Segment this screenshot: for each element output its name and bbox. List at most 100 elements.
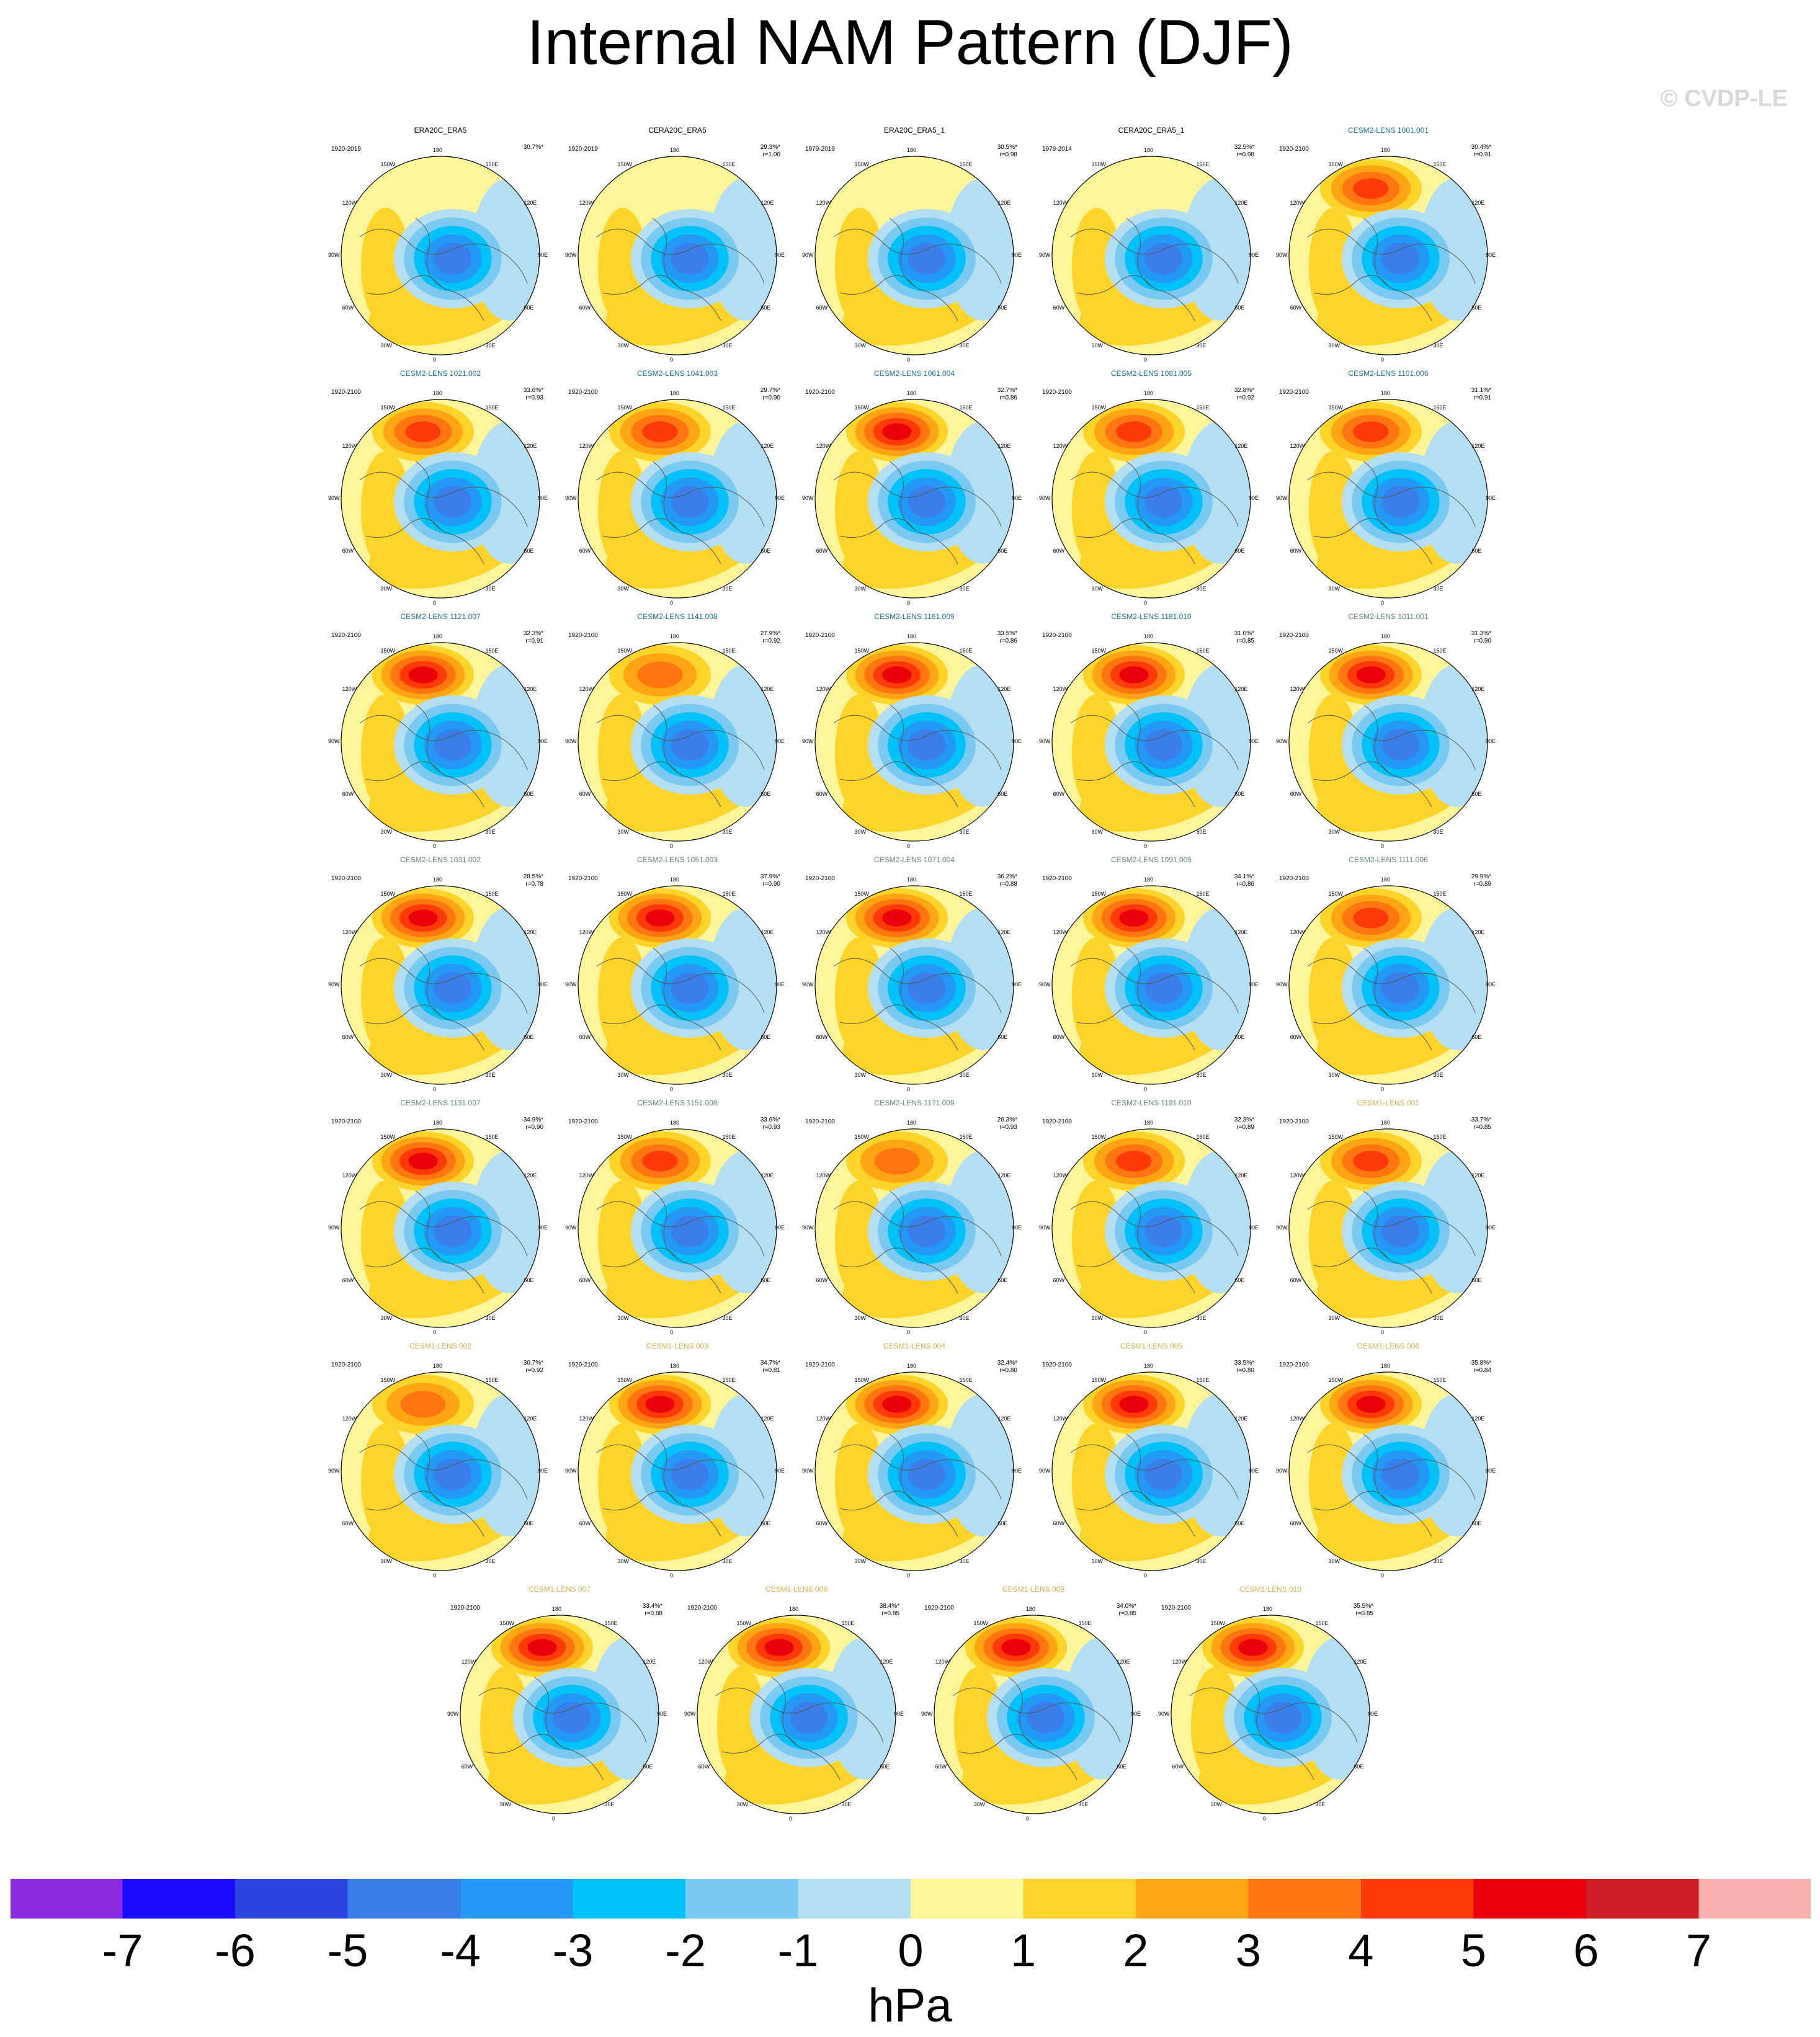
panel-variance-explained: 32.7%*	[997, 387, 1017, 394]
longitude-label: 30W	[854, 829, 867, 836]
map-panel: ERA20C_ERA5 1920-2019 30.7%* 180 150E 120E 90E…	[323, 127, 558, 363]
panel-stats: 34.9%* r=0.90	[524, 1117, 543, 1131]
longitude-label: 90E	[1012, 252, 1022, 258]
longitude-label: 150W	[1328, 647, 1344, 654]
longitude-label: 120W	[1053, 685, 1068, 692]
coastline	[365, 275, 441, 295]
longitude-label: 150E	[1433, 404, 1447, 411]
map-border	[341, 156, 540, 355]
map-border	[341, 642, 540, 842]
longitude-label: 120W	[816, 685, 831, 692]
longitude-label: 60W	[1053, 1277, 1065, 1283]
map-negative-center	[908, 1458, 946, 1491]
map-negative-center	[671, 486, 709, 518]
longitude-label: 150E	[959, 1133, 973, 1140]
map-border	[578, 156, 777, 355]
longitude-label: 180	[1144, 1363, 1154, 1369]
map-panel: CESM2-LENS 1021.002 1920-2100 33.6%* r=0.93…	[323, 370, 558, 606]
panel-title: CESM1-LENS 001	[1357, 1099, 1420, 1107]
panel-title: CERA20C_ERA5_1	[1118, 126, 1185, 135]
longitude-label: 180	[433, 1120, 443, 1126]
longitude-label: 90E	[1486, 1468, 1496, 1474]
panel-variance-explained: 33.4%*	[642, 1603, 662, 1610]
longitude-label: 150W	[380, 647, 396, 654]
longitude-label: 120E	[997, 442, 1011, 449]
map-panel: CESM1-LENS 007 1920-2100 33.4%* r=0.88 180 15…	[442, 1585, 677, 1822]
map-positive-band	[361, 937, 411, 1055]
polar-map	[341, 399, 540, 599]
panel-pattern-correlation: r=0.90	[525, 1123, 543, 1131]
map-border	[578, 1128, 777, 1328]
colorbar-swatch	[347, 1878, 461, 1919]
panel-stats: 30.5%* r=0.98	[997, 144, 1017, 158]
longitude-label: 180	[789, 1606, 799, 1612]
colorbar-swatch	[460, 1878, 573, 1919]
colorbar-swatch	[122, 1878, 236, 1919]
map-panel: CESM2-LENS 1151.008 1920-2100 33.6%* r=0.93…	[560, 1099, 795, 1335]
longitude-label: 120W	[698, 1658, 713, 1665]
panel-variance-explained: 30.5%*	[997, 144, 1017, 151]
coastline	[1313, 1004, 1389, 1024]
panel-pattern-correlation: r=1.00	[762, 151, 780, 158]
longitude-label: 180	[1263, 1606, 1273, 1612]
map-border	[814, 1371, 1014, 1571]
longitude-label: 90W	[1276, 981, 1288, 987]
longitude-label: 90W	[802, 1468, 814, 1474]
map-positive-center	[645, 909, 675, 927]
panel-stats: 30.4%* r=0.91	[1471, 144, 1491, 158]
longitude-label: 30E	[1196, 1072, 1207, 1079]
colorbar-swatches	[10, 1878, 1811, 1919]
longitude-label: 90W	[1276, 1224, 1288, 1231]
coastline	[1008, 1677, 1077, 1780]
colorbar-swatch	[235, 1878, 348, 1919]
longitude-label: 150W	[1091, 890, 1107, 897]
longitude-label: 60W	[698, 1763, 710, 1770]
longitude-label: 150E	[722, 890, 736, 897]
longitude-label: 60W	[579, 1033, 591, 1040]
colorbar-tick-label: -5	[327, 1925, 368, 1976]
panel-pattern-correlation: r=0.80	[1236, 1366, 1254, 1374]
longitude-label: 60E	[997, 1277, 1008, 1283]
map-negative-center	[434, 1215, 472, 1247]
longitude-label: 120W	[579, 929, 594, 935]
panel-title: CESM1-LENS 003	[646, 1342, 709, 1350]
longitude-label: 30W	[617, 586, 630, 592]
panel-stats: 32.3%* r=0.89	[1234, 1117, 1254, 1131]
coastline	[833, 1201, 1002, 1257]
map-panel: CESM1-LENS 004 1920-2100 32.4%* r=0.80 180 15…	[796, 1342, 1032, 1579]
coastline	[1307, 228, 1476, 284]
longitude-label: 0	[670, 357, 674, 363]
panel-pattern-correlation: r=0.89	[1236, 1123, 1254, 1131]
map-positive-center	[882, 909, 912, 927]
panel-variance-explained: 29.7%*	[760, 387, 780, 394]
coastline	[1363, 947, 1432, 1051]
map-border	[697, 1615, 896, 1814]
panel-variance-explained: 32.4%*	[997, 1360, 1017, 1366]
longitude-label: 60E	[1234, 304, 1245, 311]
polar-map	[341, 1128, 540, 1328]
longitude-label: 60E	[1471, 1277, 1482, 1283]
longitude-label: 60E	[643, 1763, 653, 1770]
map-border	[341, 1371, 540, 1571]
longitude-label: 150W	[1091, 1133, 1107, 1140]
longitude-label: 180	[433, 390, 443, 396]
colorbar-swatch	[1473, 1878, 1587, 1919]
coastline	[1070, 228, 1239, 284]
longitude-label: 30W	[854, 342, 867, 349]
panel-stats: 27.9%* r=0.92	[761, 630, 780, 644]
longitude-label: 30E	[1433, 1315, 1443, 1322]
longitude-label: 60W	[342, 1033, 354, 1040]
longitude-label: 30E	[959, 829, 970, 836]
colorbar-swatch	[1136, 1878, 1249, 1919]
longitude-label: 90W	[328, 495, 340, 501]
map-border	[814, 1128, 1014, 1328]
colorbar-tick-label: -1	[777, 1925, 819, 1976]
longitude-label: 90E	[1012, 495, 1022, 501]
coastline	[1307, 1201, 1476, 1257]
map-positive-center	[1353, 1151, 1389, 1172]
coastline	[359, 958, 528, 1014]
map-panel: CESM2-LENS 1121.007 1920-2100 32.3%* r=0.91…	[323, 613, 558, 849]
map-border	[1288, 1371, 1488, 1571]
panel-variance-explained: 33.6%*	[523, 387, 543, 394]
map-negative-center	[671, 972, 709, 1004]
